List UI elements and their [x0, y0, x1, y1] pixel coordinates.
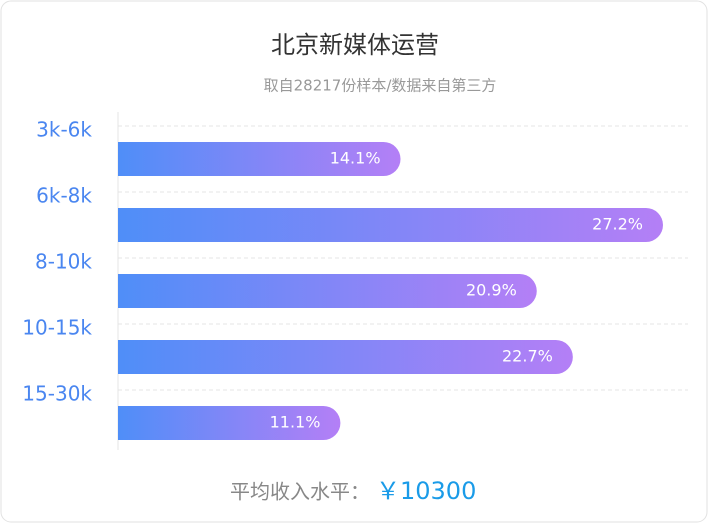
y-tick-label: 6k-8k [36, 184, 92, 208]
footer-value: ￥10300 [376, 477, 476, 505]
value-label: 11.1% [270, 413, 321, 432]
bar [118, 142, 401, 176]
value-label: 20.9% [466, 281, 517, 300]
chart-title: 北京新媒体运营 [271, 31, 439, 59]
value-label: 22.7% [502, 347, 553, 366]
bar [118, 340, 573, 374]
bar [118, 208, 663, 242]
footer-label: 平均收入水平： [230, 480, 370, 504]
bar [118, 406, 341, 440]
y-tick-label: 8-10k [35, 250, 92, 274]
value-label: 27.2% [592, 215, 643, 234]
chart-subtitle: 取自28217份样本/数据来自第三方 [264, 77, 497, 95]
bar [118, 274, 537, 308]
y-tick-label: 10-15k [22, 316, 92, 340]
value-label: 14.1% [330, 149, 381, 168]
y-tick-label: 3k-6k [36, 118, 92, 142]
y-tick-label: 15-30k [22, 382, 92, 406]
